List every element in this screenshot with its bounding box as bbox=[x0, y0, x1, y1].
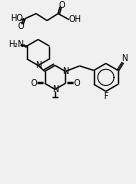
Text: O: O bbox=[59, 1, 65, 10]
Text: N: N bbox=[52, 85, 58, 94]
Text: N: N bbox=[62, 67, 69, 76]
Text: F: F bbox=[103, 92, 108, 101]
Text: N: N bbox=[35, 61, 41, 70]
Text: OH: OH bbox=[68, 15, 81, 24]
Text: O: O bbox=[30, 79, 37, 88]
Text: H₂N: H₂N bbox=[8, 40, 24, 49]
Text: HO: HO bbox=[10, 14, 23, 23]
Text: O: O bbox=[73, 79, 80, 88]
Text: N: N bbox=[121, 54, 127, 63]
Text: O: O bbox=[18, 22, 24, 31]
